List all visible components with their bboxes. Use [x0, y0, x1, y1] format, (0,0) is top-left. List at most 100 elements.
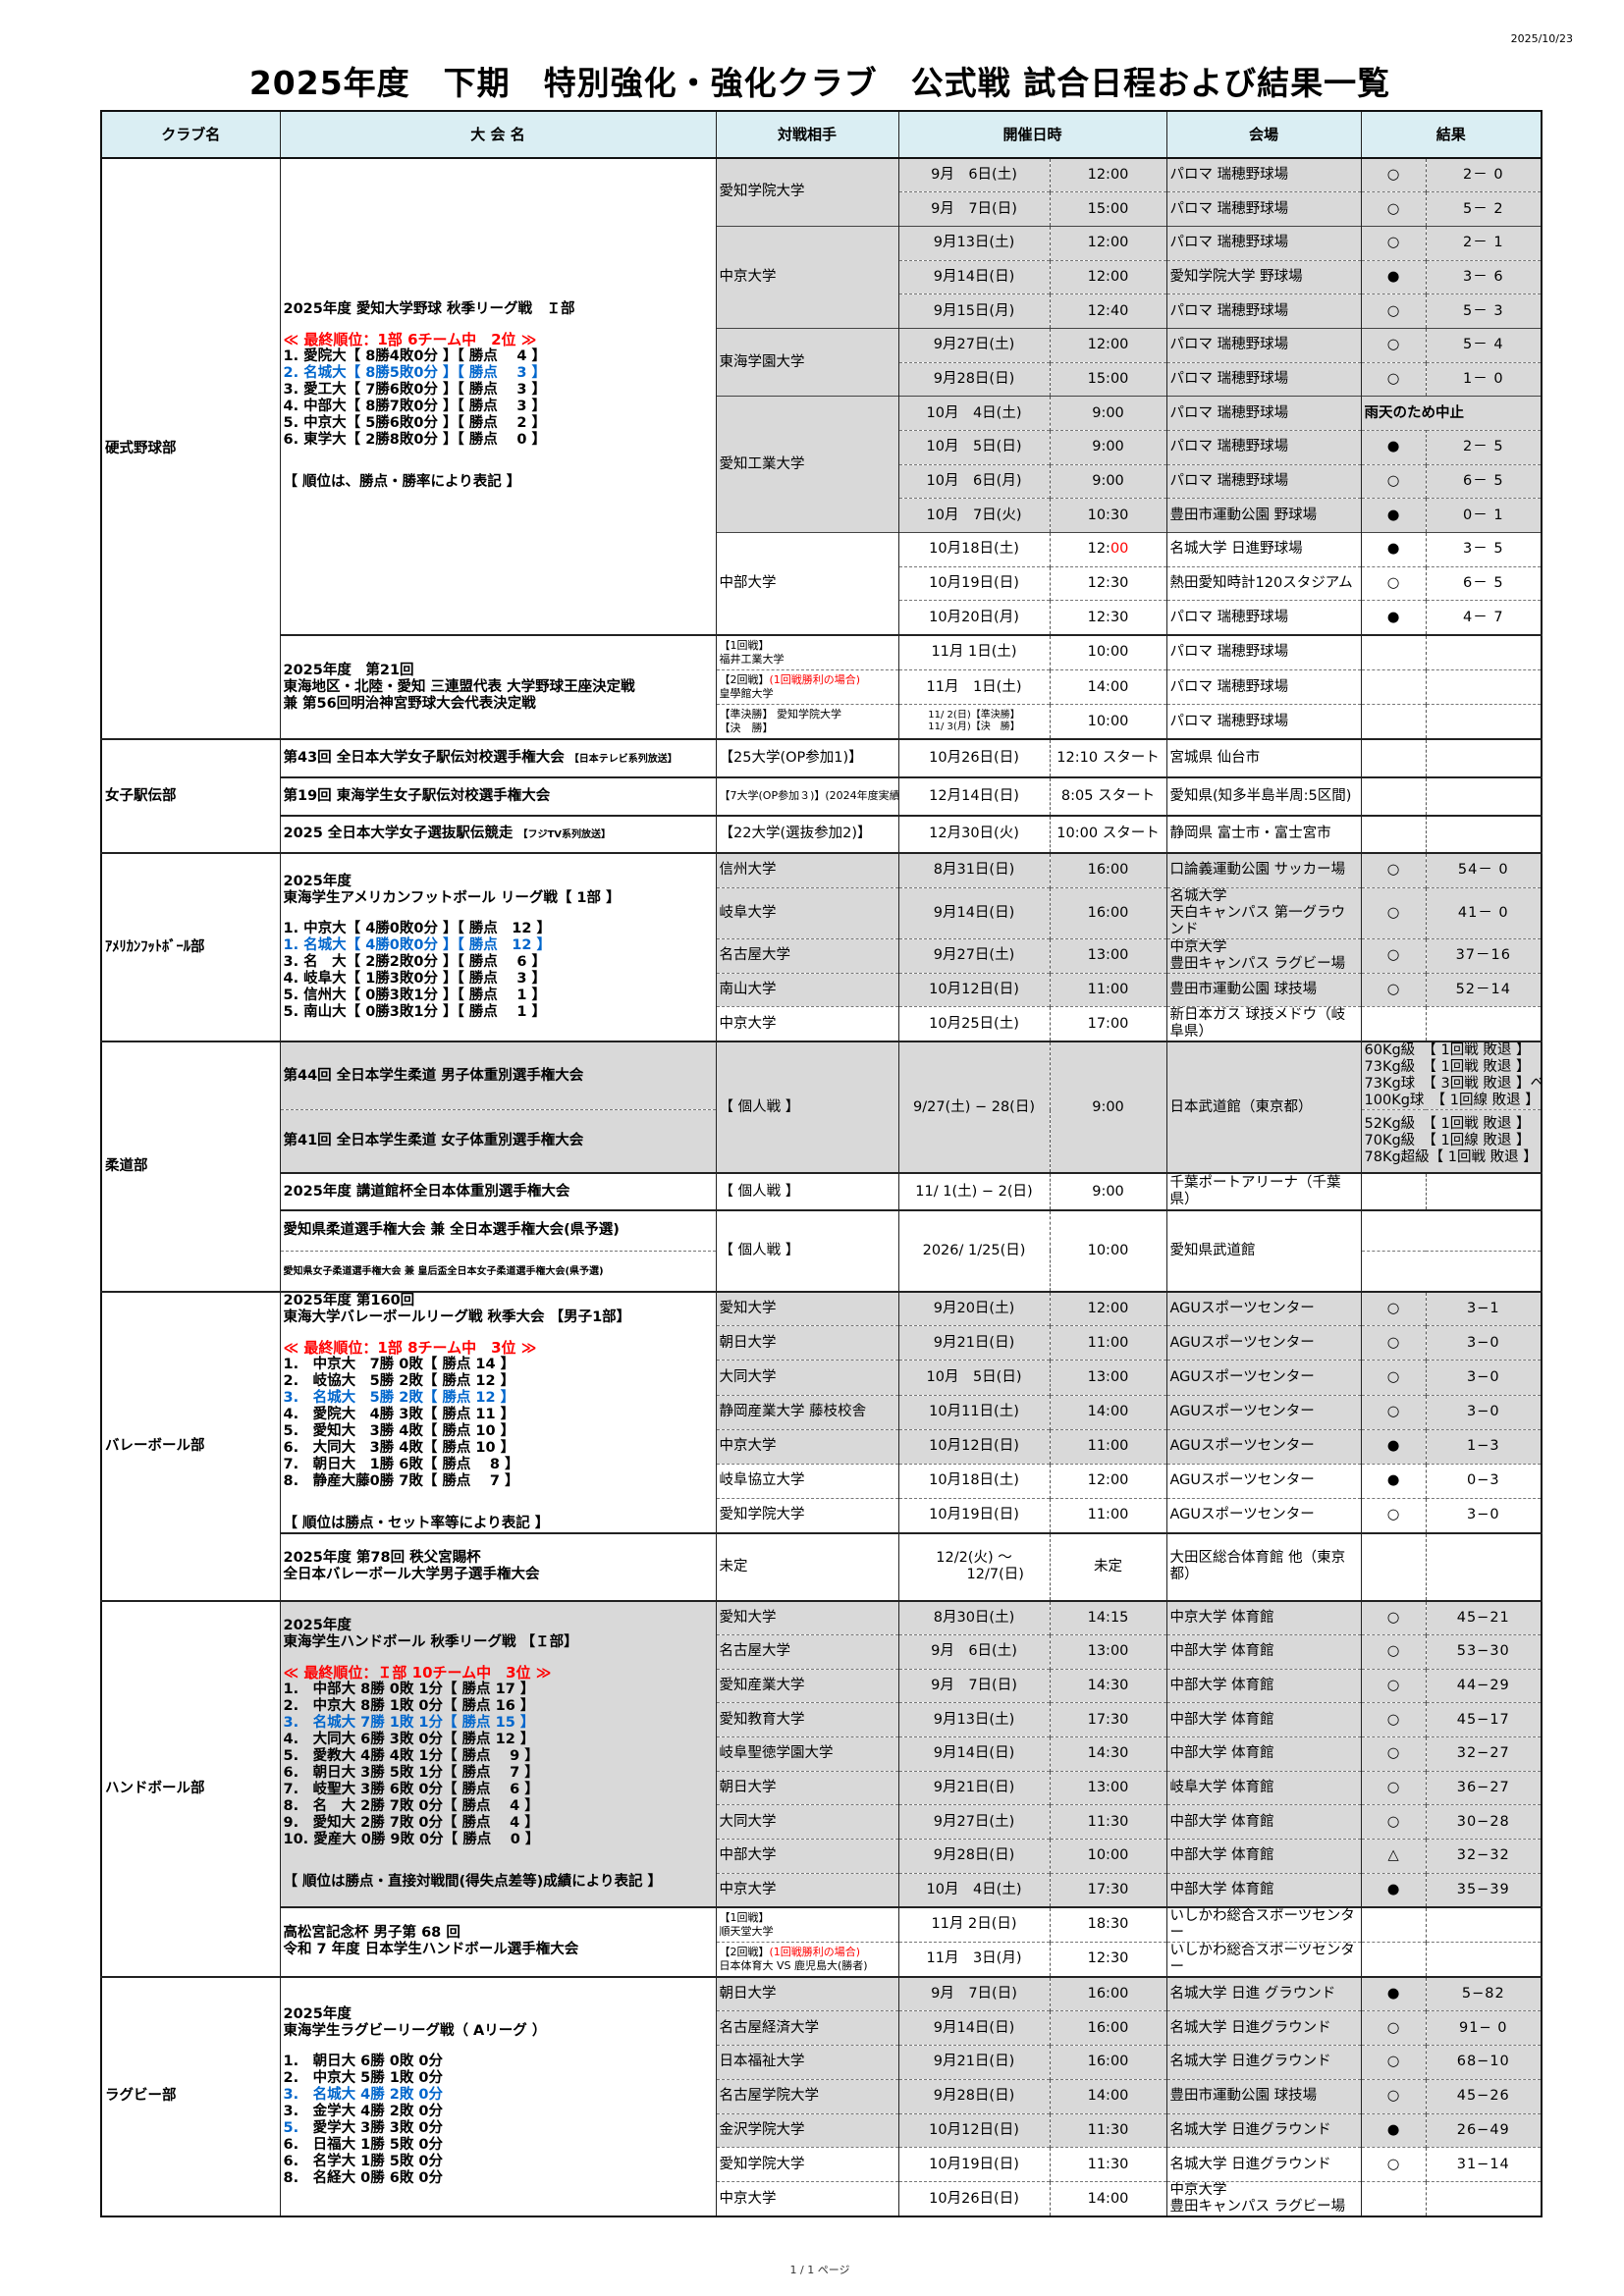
score: 91− 0	[1425, 2010, 1543, 2046]
score	[1425, 1172, 1543, 1211]
result-mark	[1360, 1531, 1427, 1601]
score	[1425, 633, 1543, 670]
schedule-table: クラブ名 大 会 名 対戦相手 開催日時 会場 結果 硬式野球部 2025年度 愛…	[100, 110, 1543, 2218]
text-line: 【2回戦】(1回戦勝利の場合)	[720, 1946, 895, 1959]
opponent: 【 個人戦 】	[715, 1209, 899, 1292]
match-time: 16:00	[1049, 886, 1167, 939]
win-icon: ○	[1360, 2010, 1427, 2046]
text: ●	[1386, 541, 1400, 558]
match-date: 10月12日(日)	[897, 1428, 1051, 1465]
text: 12:00	[1087, 1300, 1129, 1316]
text: 名城大学 日進野球場	[1169, 541, 1303, 558]
match-date: 11月 1日(土)	[897, 633, 1051, 670]
match-date: 9月28日(日)	[897, 1838, 1051, 1874]
score: 44−29	[1425, 1668, 1543, 1703]
text: ○	[1386, 235, 1400, 251]
text: 0−3	[1466, 1472, 1500, 1489]
text: 中部大学	[719, 574, 777, 591]
text: 2－ 1	[1462, 235, 1504, 251]
table-row: 第19回 東海学生女子駅伝対校選手権大会 【7大学(OP参加３)】(2024年度実…	[101, 776, 1543, 816]
opponent: 中京大学	[715, 225, 899, 329]
text: 10月25日(土)	[929, 1015, 1019, 1032]
club-name: バレーボール部	[100, 1290, 281, 1601]
match-date: 9月15日(月)	[897, 294, 1051, 329]
text: 2026/ 1/25(日)	[922, 1242, 1026, 1258]
venue: 名城大学 日進グラウンド	[1165, 2044, 1362, 2080]
text: 9月14日(日)	[933, 2019, 1015, 2036]
match-time: 12:40	[1049, 294, 1167, 329]
table-row: 10月 6日(月) 9:00 パロマ 瑞穂野球場 ○ 6－ 5	[101, 463, 1543, 499]
venue: パロマ 瑞穂野球場	[1165, 157, 1362, 192]
venue: 大田区総合体育館 他（東京都）	[1165, 1531, 1362, 1601]
text: パロマ 瑞穂野球場	[1169, 678, 1289, 695]
text-line: 第41回 全日本学生柔道 女子体重別選手権大会	[283, 1133, 584, 1149]
text: 新日本ガス 球技メドウ（岐阜県）	[1169, 1007, 1346, 1041]
loss-icon: ●	[1360, 430, 1427, 465]
venue: パロマ 瑞穂野球場	[1165, 361, 1362, 397]
text: パロマ 瑞穂野球場	[1169, 200, 1289, 217]
event-title: 高松宮記念杯 男子第 68 回令和 7 年度 日本学生ハンドボール選手権大会	[284, 1925, 713, 1958]
text-line: 6. 大同大 3勝 4敗【 勝点 10 】	[283, 1439, 515, 1456]
opponent: 中京大学	[715, 1428, 899, 1465]
score: 2－ 1	[1425, 225, 1543, 261]
venue: 中京大学 豊田キャンパス ラグビー場	[1165, 937, 1362, 974]
text-line: 4. 愛院大 4勝 3敗【 勝点 11 】	[283, 1406, 515, 1422]
table-row: 朝日大学 9月21日(日) 11:00 AGUスポーツセンター ○ 3−0	[101, 1325, 1543, 1361]
text: 5－ 2	[1462, 200, 1504, 217]
venue: 千葉ポートアリーナ（千葉県）	[1165, 1172, 1362, 1211]
text-line: 3. 名城大 4勝 2敗 0分	[284, 2087, 713, 2104]
match-time: 11:30	[1049, 2112, 1167, 2148]
text-segment: 【2回戦】	[719, 1945, 770, 1958]
text-line: 5. 愛知大 3勝 4敗【 勝点 10 】	[283, 1422, 515, 1439]
loss-icon: ●	[1360, 600, 1427, 635]
table-row: 愛知学院大学 10月19日(日) 11:00 AGUスポーツセンター ○ 3−0	[101, 1497, 1543, 1533]
opponent: 【22大学(選抜参加2)】	[715, 814, 899, 854]
venue: 愛知県武道館	[1165, 1209, 1362, 1292]
text: 【25大学(OP参加1)】	[719, 750, 863, 767]
table-row: 大同大学 9月27日(土) 11:30 中部大学 体育館 ○ 30−28	[101, 1804, 1543, 1840]
text: パロマ 瑞穂野球場	[1169, 337, 1289, 353]
header-opponent: 対戦相手	[715, 111, 899, 159]
opponent: 名古屋大学	[715, 937, 899, 974]
score: 3－ 6	[1425, 259, 1543, 294]
opponent: 大同大学	[715, 1804, 899, 1840]
text: 35−39	[1456, 1881, 1510, 1897]
score: 36−27	[1425, 1770, 1543, 1805]
text: 32−32	[1456, 1847, 1510, 1864]
text: 10月 7日(火)	[926, 507, 1022, 523]
text: 中京大学	[719, 1015, 777, 1032]
text-segment: 2025 全日本大学女子選抜駅伝競走	[283, 825, 518, 841]
opponent: 朝日大学	[715, 1975, 899, 2011]
match-time: 12:30	[1049, 1941, 1167, 1977]
event-cell: 第43回 全日本大学女子駅伝対校選手権大会 【日本テレビ系列放送】	[279, 738, 717, 777]
text: 岐阜大学 体育館	[1169, 1779, 1274, 1795]
match-date: 10月12日(日)	[897, 2112, 1051, 2148]
event-title: 2025年度 講道館杯全日本体重別選手権大会	[284, 1184, 713, 1201]
opponent: 中京大学	[715, 1006, 899, 1042]
win-icon: ○	[1360, 565, 1427, 601]
score: 4－ 7	[1425, 600, 1543, 635]
text: 9月28日(日)	[933, 2088, 1015, 2105]
match-time: 13:00	[1049, 1770, 1167, 1805]
club-name: 柔道部	[100, 1041, 281, 1292]
text: ●	[1386, 2121, 1400, 2138]
text: 12:30	[1087, 1950, 1129, 1967]
table-row: 10月19日(日) 12:30 熱田愛知時計120スタジアム ○ 6－ 5	[101, 565, 1543, 601]
text-segment: 【フジTV系列放送】	[517, 828, 612, 840]
text: 豊田市運動公園 球技場	[1169, 982, 1318, 998]
text: 3−0	[1466, 1334, 1500, 1351]
text: 11:00	[1087, 1438, 1129, 1455]
match-time: 9:00	[1049, 430, 1167, 465]
event-title: 2025年度 東海学生アメリカンフットボール リーグ戦【 1部 】	[284, 874, 713, 907]
win-icon: ○	[1360, 294, 1427, 329]
score: 37－16	[1425, 937, 1543, 974]
text: 17:30	[1087, 1711, 1129, 1728]
score	[1425, 1006, 1543, 1042]
score	[1425, 738, 1543, 777]
table-row: 大同大学 10月 5日(日) 13:00 AGUスポーツセンター ○ 3−0	[101, 1360, 1543, 1396]
match-date: 10月 5日(日)	[897, 1360, 1051, 1396]
text-line: 2. 岐協大 5勝 2敗【 勝点 12 】	[283, 1372, 515, 1389]
score	[1425, 776, 1543, 816]
text-line: 11/ 3(月)【決 勝】	[928, 721, 1020, 733]
text-line: 5. 南山大【 0勝3敗1分 】【 勝点 1 】	[283, 1004, 547, 1021]
